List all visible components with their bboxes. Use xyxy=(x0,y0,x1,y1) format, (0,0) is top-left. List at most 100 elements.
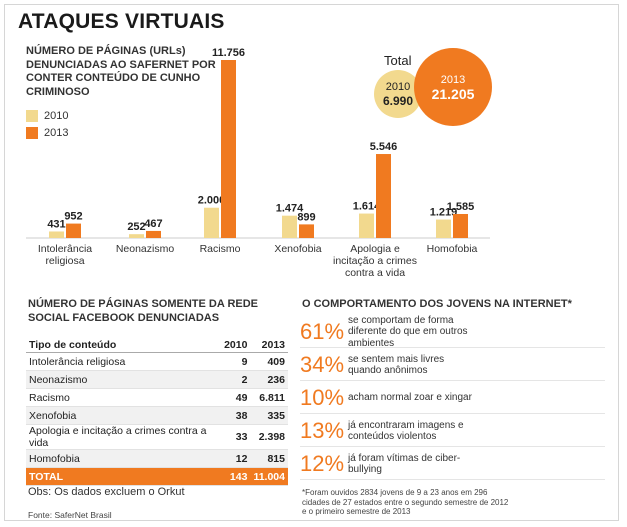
source-note: Fonte: SaferNet Brasil xyxy=(28,510,112,520)
category-label-4-1: incitação a crimes xyxy=(333,255,417,267)
table-row-5-cell-0: Homofobia xyxy=(26,449,222,468)
table-row-4-cell-0: Apologia e incitação a crimes contra a v… xyxy=(26,424,222,450)
obs-note: Obs: Os dados excluem o Orkut xyxy=(28,486,185,498)
category-label-1-0: Neonazismo xyxy=(116,243,175,255)
table-title: NÚMERO DE PÁGINAS SOMENTE DA REDE SOCIAL… xyxy=(28,298,259,324)
category-label-4-2: contra a vida xyxy=(345,267,405,279)
behavior-item-1: 34% se sentem mais livres quando anônimos xyxy=(300,350,605,381)
bar-2013-1 xyxy=(146,230,161,238)
category-label-2-0: Racismo xyxy=(200,243,241,255)
table-header-row: Tipo de conteúdo 2010 2013 xyxy=(26,337,288,353)
table-total-row-cell-2: 11.004 xyxy=(250,467,288,486)
table-row-0-cell-1: 9 xyxy=(221,352,251,371)
table-row-1-cell-1: 2 xyxy=(221,370,251,389)
table-row-3-cell-0: Xenofobia xyxy=(26,406,222,425)
legend-item-2013: 2013 xyxy=(26,127,68,139)
table-total-row-cell-0: TOTAL xyxy=(26,467,222,486)
behavior-title: O COMPORTAMENTO DOS JOVENS NA INTERNET* xyxy=(302,298,572,310)
table-row-2-cell-0: Racismo xyxy=(26,388,222,407)
legend-label-2013: 2013 xyxy=(44,127,69,139)
table-row-5: Homofobia 12 815 xyxy=(26,449,288,468)
total-value-2010: 6.990 xyxy=(382,93,414,108)
bar-2013-4 xyxy=(376,154,391,238)
behavior-item-0: 61% se comportam de forma diferente do qu… xyxy=(300,314,605,349)
bar-label-2013-5: 1.585 xyxy=(447,201,475,213)
table-row-2-cell-2: 6.811 xyxy=(250,388,288,407)
bar-label-2010-0: 431 xyxy=(47,218,65,230)
bar-2010-5 xyxy=(436,219,451,238)
total-year-2013: 2013 xyxy=(440,73,466,86)
bar-2010-3 xyxy=(282,215,297,238)
bar-label-2013-4: 5.546 xyxy=(370,141,398,153)
category-label-4-0: Apologia e xyxy=(350,243,400,255)
table-total-row-cell-1: 143 xyxy=(221,467,251,486)
bar-label-2013-1: 467 xyxy=(144,218,162,230)
table-row-0-cell-2: 409 xyxy=(250,352,288,371)
table-header-type: Tipo de conteúdo xyxy=(26,337,222,353)
bar-label-2010-5: 1.219 xyxy=(430,207,458,219)
legend-item-2010: 2010 xyxy=(26,110,68,122)
table-row-2-cell-1: 49 xyxy=(221,388,251,407)
behavior-text-0: se comportam de forma diferente do que e… xyxy=(348,314,468,349)
table-row-4-cell-2: 2.398 xyxy=(250,424,288,450)
totals-label: Total xyxy=(384,53,412,68)
table-row-4: Apologia e incitação a crimes contra a v… xyxy=(26,424,288,450)
category-label-0-0: Intolerância xyxy=(38,243,92,255)
bar-2010-2 xyxy=(204,207,219,238)
table-row-3-cell-2: 335 xyxy=(250,406,288,425)
bar-label-2013-2: 11.756 xyxy=(212,47,245,59)
behavior-footnote: *Foram ouvidos 2834 jovens de 9 a 23 ano… xyxy=(302,488,509,516)
category-label-3-0: Xenofobia xyxy=(274,243,321,255)
table-header-2010: 2010 xyxy=(221,337,251,353)
bar-label-2010-3: 1.474 xyxy=(276,203,304,215)
bar-2010-4 xyxy=(359,213,374,238)
behavior-text-1: se sentem mais livres quando anônimos xyxy=(348,353,445,377)
bar-label-2010-4: 1.614 xyxy=(353,201,381,213)
total-year-2010: 2010 xyxy=(385,80,411,93)
table-row-2: Racismo 49 6.811 xyxy=(26,388,288,407)
page-title: ATAQUES VIRTUAIS xyxy=(18,10,225,33)
bar-label-2013-0: 952 xyxy=(64,211,82,223)
bar-2013-0 xyxy=(66,223,81,238)
behavior-pct-3: 13% xyxy=(300,418,345,443)
category-label-5-0: Homofobia xyxy=(427,243,478,255)
legend-label-2010: 2010 xyxy=(44,110,69,122)
table-row-3-cell-1: 38 xyxy=(221,406,251,425)
infographic-frame xyxy=(4,4,619,521)
table-row-1-cell-0: Neonazismo xyxy=(26,370,222,389)
behavior-item-2: 10% acham normal zoar e xingar xyxy=(300,383,605,414)
table-header-2013: 2013 xyxy=(250,337,288,353)
total-bubble-2013: 2013 21.205 xyxy=(414,48,492,126)
behavior-pct-4: 12% xyxy=(300,451,345,476)
behavior-pct-0: 61% xyxy=(300,319,345,344)
bar-2013-5 xyxy=(453,214,468,238)
chart-subtitle: NÚMERO DE PÁGINAS (URLs) DENUNCIADAS AO … xyxy=(26,45,216,98)
behavior-text-2: acham normal zoar e xingar xyxy=(348,392,472,404)
bar-2013-3 xyxy=(299,224,314,238)
table-row-1: Neonazismo 2 236 xyxy=(26,370,288,389)
legend-swatch-2013 xyxy=(26,127,38,139)
behavior-item-4: 12% já foram vítimas de ciber-bullying xyxy=(300,449,605,480)
bar-label-2010-2: 2.000 xyxy=(198,195,226,207)
bar-label-2013-3: 899 xyxy=(297,211,315,223)
table-row-4-cell-1: 33 xyxy=(221,424,251,450)
table-row-5-cell-1: 12 xyxy=(221,449,251,468)
table-row-1-cell-2: 236 xyxy=(250,370,288,389)
table-row-3: Xenofobia 38 335 xyxy=(26,406,288,425)
bar-label-2010-1: 252 xyxy=(127,221,145,233)
total-value-2013: 21.205 xyxy=(431,85,475,102)
bar-2013-2 xyxy=(221,60,236,238)
legend-swatch-2010 xyxy=(26,110,38,122)
table-row-5-cell-2: 815 xyxy=(250,449,288,468)
behavior-text-3: já encontraram imagens e conteúdos viole… xyxy=(348,419,464,443)
behavior-pct-2: 10% xyxy=(300,385,345,410)
facebook-table: Tipo de conteúdo 2010 2013 Intolerância … xyxy=(26,337,288,486)
behavior-item-3: 13% já encontraram imagens e conteúdos vi… xyxy=(300,416,605,447)
behavior-pct-1: 34% xyxy=(300,352,345,377)
category-label-0-1: religiosa xyxy=(45,255,84,267)
bar-2010-0 xyxy=(49,231,64,238)
table-row-0-cell-0: Intolerância religiosa xyxy=(26,352,222,371)
bar-2010-1 xyxy=(129,234,144,238)
table-row-0: Intolerância religiosa 9 409 xyxy=(26,352,288,371)
table-total-row: TOTAL 143 11.004 xyxy=(26,467,288,486)
